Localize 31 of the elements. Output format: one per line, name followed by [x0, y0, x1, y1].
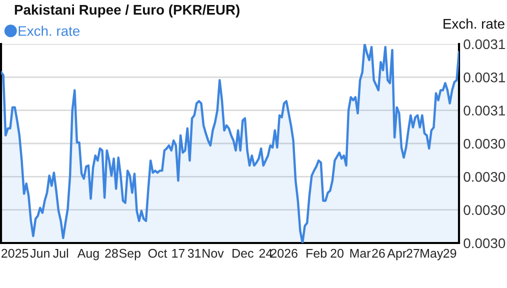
x-tick-label: 29: [443, 248, 456, 258]
x-tick-label: Apr: [387, 249, 406, 260]
x-tick-label: Feb: [306, 248, 327, 258]
legend-label: Exch. rate: [18, 26, 80, 36]
x-tick-label: May: [420, 249, 444, 260]
x-tick-label: Aug: [77, 249, 99, 260]
x-tick-label: Dec: [232, 249, 254, 258]
y-tick-label: 0.0031: [464, 39, 505, 50]
x-tick-label: 2026: [270, 248, 298, 258]
x-tick-label: 2025: [2, 248, 28, 258]
y-tick-label: 0.0031: [464, 72, 505, 82]
x-tick-label: 20: [330, 248, 344, 258]
x-tick-label: Jun: [30, 249, 50, 258]
x-tick-label: 17: [172, 249, 185, 258]
chart-title: Pakistani Rupee / Euro (PKR/EUR): [14, 4, 240, 18]
y-tick-label: 0.0030: [464, 138, 506, 149]
x-tick-label: 31: [188, 248, 201, 258]
x-tick-label: Oct: [148, 248, 168, 258]
x-tick-label: Jul: [53, 248, 68, 258]
x-tick-label: 26: [372, 248, 385, 258]
x-tick-label: 28: [105, 248, 118, 258]
y-tick-label: 0.0030: [464, 172, 506, 182]
y-tick-label: 0.0030: [464, 205, 506, 216]
x-tick-label: Sep: [119, 248, 140, 260]
x-tick-label: 27: [406, 248, 420, 258]
x-tick-label: Nov: [202, 249, 224, 258]
y-tick-label: 0.0030: [464, 238, 506, 248]
y-tick-label: 0.0031: [464, 106, 505, 116]
y-axis-title: Exch. rate: [444, 18, 504, 29]
x-tick-label: Mar: [350, 249, 371, 258]
x-tick-label: 24: [259, 248, 272, 258]
